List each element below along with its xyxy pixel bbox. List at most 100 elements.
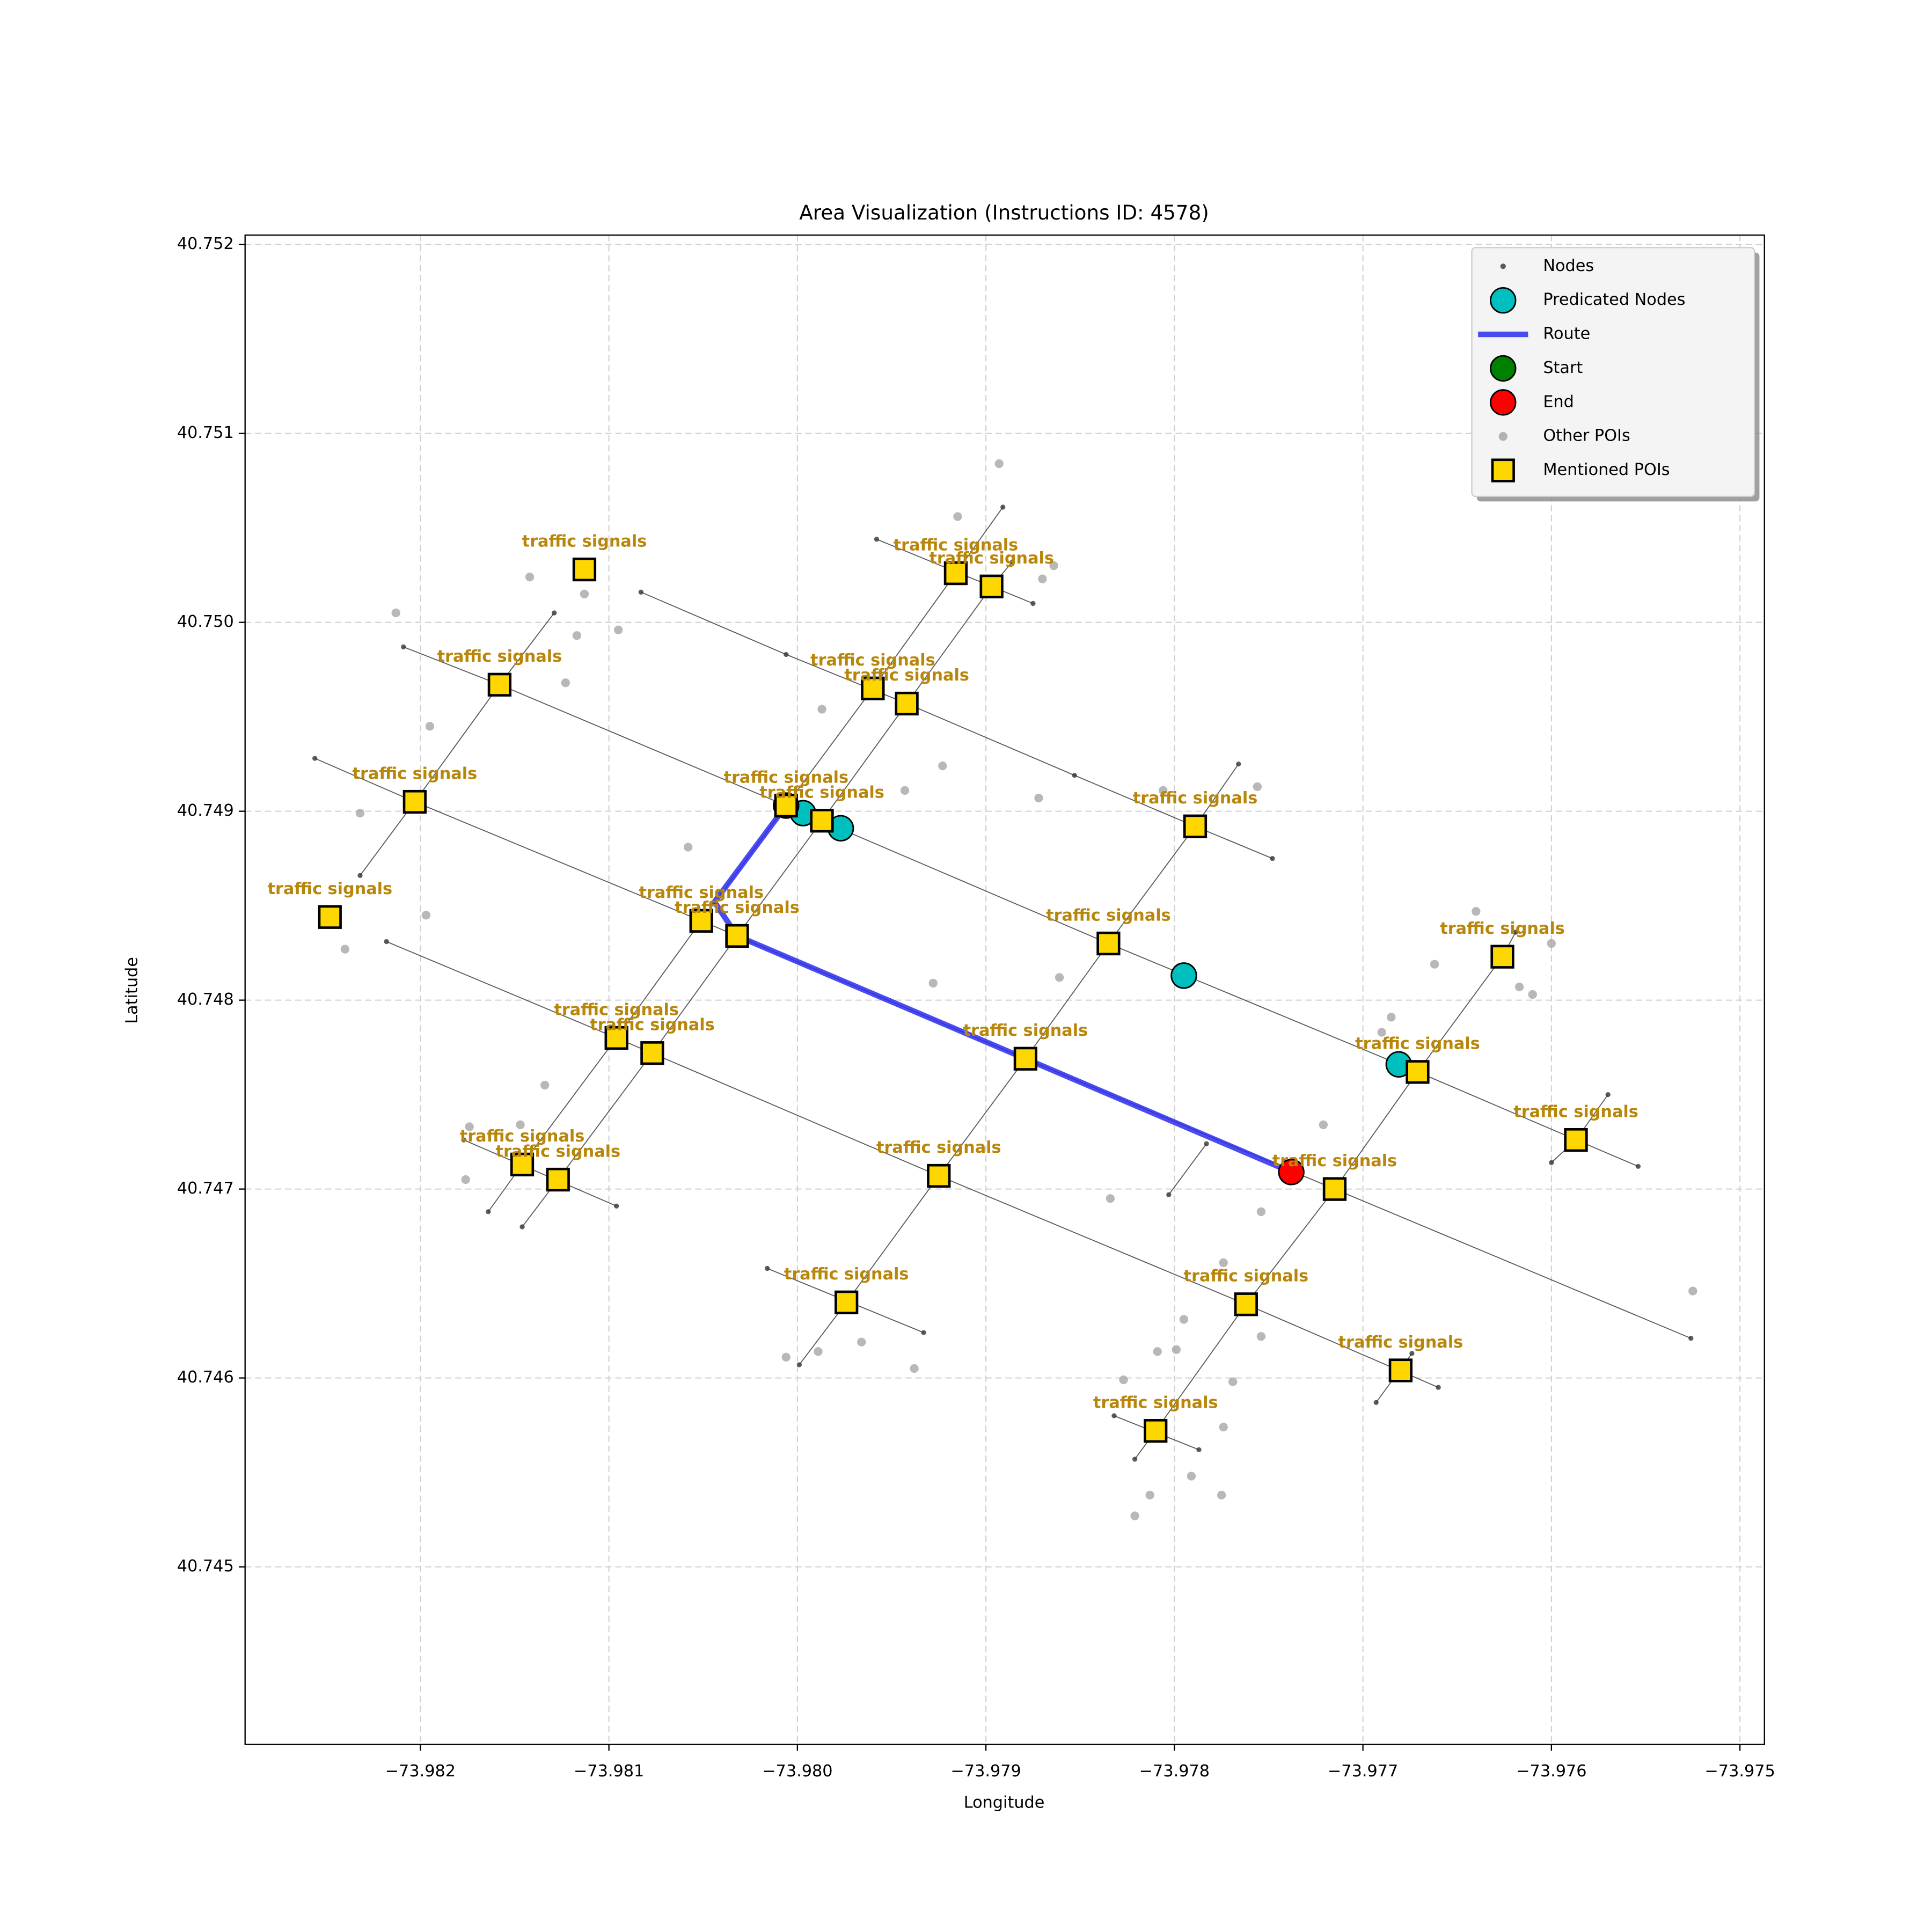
poi bbox=[900, 786, 910, 795]
poi-square bbox=[640, 1041, 664, 1065]
street bbox=[403, 646, 1638, 1167]
poi bbox=[1119, 1375, 1128, 1385]
poi-label: traffic signals bbox=[460, 1127, 585, 1146]
poi bbox=[683, 843, 693, 852]
node bbox=[1270, 855, 1275, 861]
legend-label: Other POIs bbox=[1543, 427, 1630, 445]
poi bbox=[425, 722, 435, 731]
poi bbox=[1055, 973, 1064, 982]
legend-box bbox=[1471, 247, 1755, 497]
poi bbox=[994, 459, 1004, 469]
poi-label: traffic signals bbox=[894, 536, 1019, 554]
poi-square bbox=[725, 924, 749, 948]
poi-label: traffic signals bbox=[437, 647, 562, 666]
poi bbox=[1256, 1332, 1266, 1341]
poi-label: traffic signals bbox=[639, 883, 764, 902]
legend-key bbox=[1490, 287, 1517, 314]
poi-label: traffic signals bbox=[590, 1015, 715, 1034]
legend-label: Nodes bbox=[1543, 257, 1594, 275]
poi-square bbox=[1096, 931, 1121, 956]
poi bbox=[572, 631, 582, 640]
x-tick-label: −73.982 bbox=[385, 1762, 456, 1781]
poi bbox=[1472, 907, 1481, 916]
node bbox=[519, 1224, 525, 1230]
poi bbox=[1387, 1013, 1396, 1022]
x-tick-label: −73.979 bbox=[950, 1762, 1021, 1781]
poi-square bbox=[1406, 1060, 1430, 1084]
node bbox=[1166, 1192, 1172, 1197]
poi bbox=[340, 945, 350, 954]
node bbox=[384, 939, 389, 945]
poi bbox=[355, 809, 365, 818]
poi bbox=[1217, 1490, 1226, 1500]
node bbox=[1204, 1141, 1209, 1146]
poi bbox=[1256, 1207, 1266, 1217]
node bbox=[1009, 559, 1015, 565]
poi-label: traffic signals bbox=[554, 1000, 679, 1019]
poi-square bbox=[774, 793, 798, 818]
poi-label: traffic signals bbox=[784, 1265, 909, 1284]
poi bbox=[1688, 1286, 1697, 1296]
node bbox=[1111, 1413, 1117, 1418]
poi bbox=[614, 625, 623, 634]
poi-label: traffic signals bbox=[929, 549, 1054, 568]
poi-label: traffic signals bbox=[522, 532, 647, 551]
legend-key bbox=[1491, 458, 1515, 482]
poi bbox=[1253, 782, 1262, 792]
poi-square bbox=[1013, 1046, 1038, 1071]
node bbox=[613, 1203, 619, 1209]
y-tick-label: 40.750 bbox=[177, 612, 234, 631]
poi-square bbox=[1490, 945, 1514, 969]
node bbox=[1072, 773, 1077, 778]
node bbox=[1605, 1092, 1611, 1097]
poi-label: traffic signals bbox=[810, 651, 935, 670]
node bbox=[796, 1362, 802, 1367]
poi-label: traffic signals bbox=[495, 1142, 620, 1161]
node bbox=[461, 1137, 466, 1143]
street bbox=[522, 561, 1013, 1227]
poi-label: traffic signals bbox=[963, 1021, 1088, 1040]
node bbox=[1688, 1336, 1694, 1341]
x-tick-label: −73.978 bbox=[1139, 1762, 1210, 1781]
poi bbox=[1106, 1194, 1115, 1203]
poi bbox=[1034, 793, 1043, 803]
y-tick-label: 40.751 bbox=[177, 423, 234, 442]
poi-label: traffic signals bbox=[267, 880, 392, 898]
poi-label: traffic signals bbox=[675, 898, 800, 917]
poi-square bbox=[572, 557, 597, 582]
node bbox=[1132, 1457, 1138, 1462]
street bbox=[640, 591, 1273, 859]
node bbox=[1236, 761, 1241, 767]
poi-label: traffic signals bbox=[1184, 1267, 1309, 1286]
poi-square bbox=[835, 1290, 859, 1314]
node bbox=[357, 873, 363, 878]
poi bbox=[1319, 1120, 1328, 1130]
poi bbox=[1430, 960, 1439, 969]
node bbox=[784, 652, 789, 657]
node bbox=[312, 756, 318, 761]
poi-square bbox=[1183, 814, 1208, 838]
node bbox=[764, 1265, 770, 1271]
poi-label: traffic signals bbox=[876, 1138, 1001, 1157]
poi bbox=[1228, 1377, 1238, 1386]
legend-label: Start bbox=[1543, 358, 1583, 377]
y-tick-label: 40.749 bbox=[177, 801, 234, 820]
poi bbox=[857, 1337, 866, 1346]
poi bbox=[1159, 786, 1168, 795]
poi-label: traffic signals bbox=[1133, 789, 1258, 808]
legend-key bbox=[1490, 355, 1517, 382]
node bbox=[921, 1330, 926, 1335]
x-tick-label: −73.976 bbox=[1516, 1762, 1586, 1781]
poi bbox=[391, 608, 400, 618]
y-tick-label: 40.747 bbox=[177, 1179, 234, 1198]
node bbox=[874, 537, 880, 542]
poi bbox=[1145, 1490, 1154, 1500]
node bbox=[486, 1209, 491, 1214]
poi bbox=[1528, 990, 1537, 999]
poi-label: traffic signals bbox=[1440, 919, 1565, 938]
poi-square bbox=[895, 691, 919, 716]
x-tick-label: −73.981 bbox=[574, 1762, 644, 1781]
poi bbox=[1377, 1028, 1386, 1037]
